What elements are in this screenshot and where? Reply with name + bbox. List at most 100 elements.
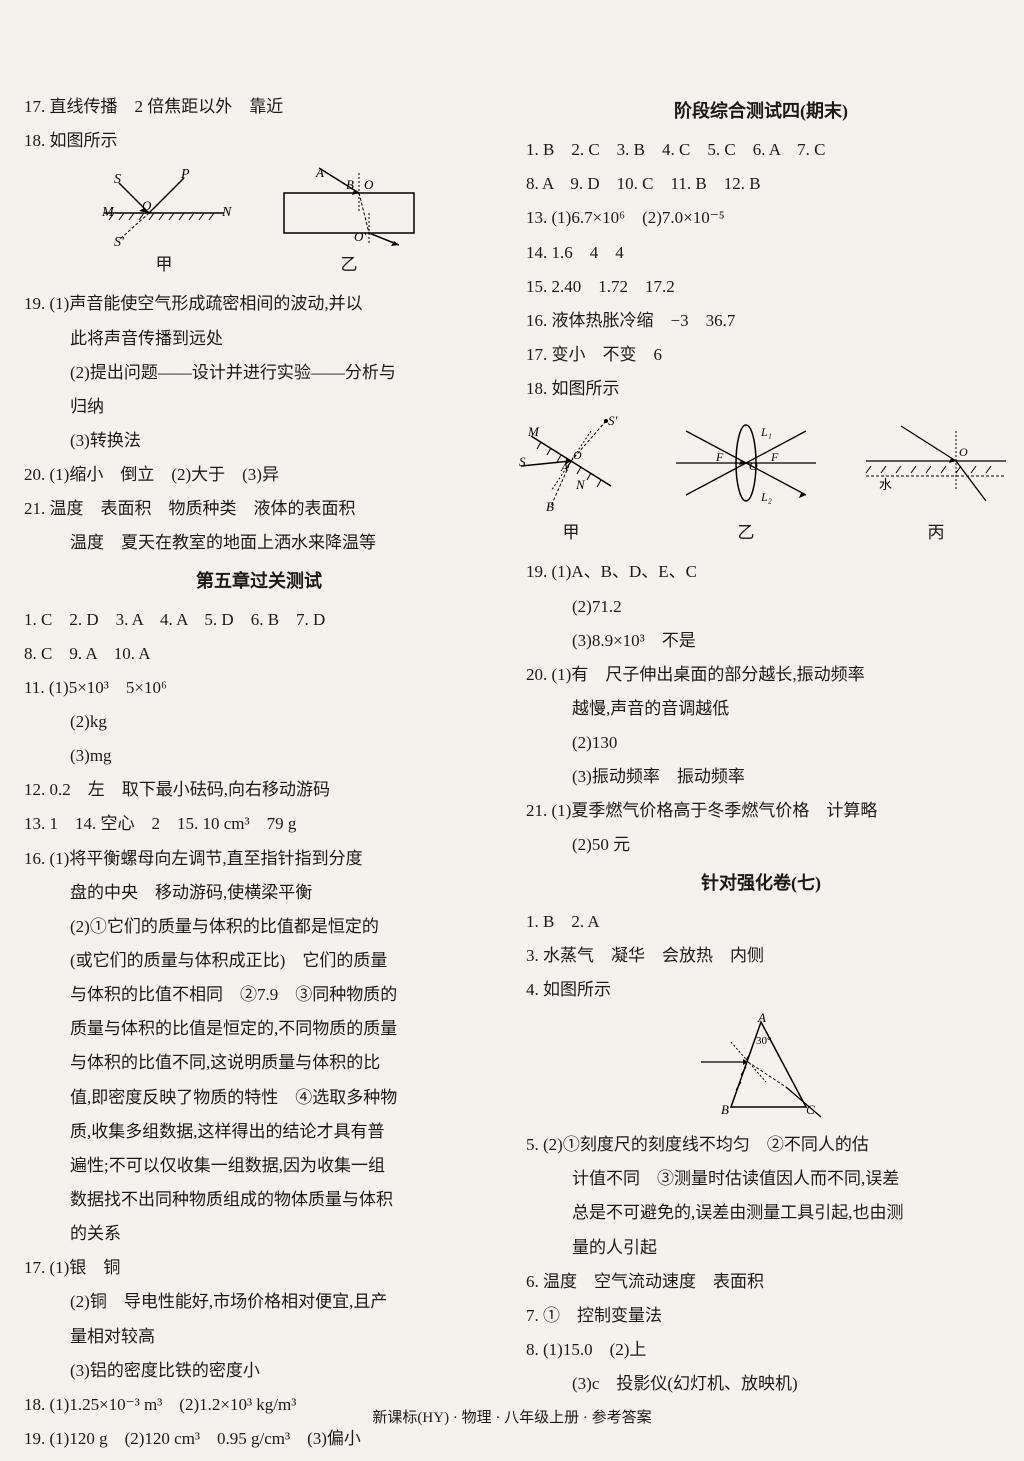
- svg-text:O: O: [573, 448, 582, 462]
- sec7-5b: 计值不同 ③测量时估读值因人而不同,误差: [526, 1162, 996, 1195]
- sec5-16i: 质,收集多组数据,这样得出的结论才具有普: [24, 1115, 494, 1148]
- diagram-jia-r: S S' M A O N B 甲: [511, 411, 631, 549]
- sec7-5a: 5. (2)①刻度尺的刻度线不均匀 ②不同人的估: [526, 1128, 996, 1161]
- sec4-18: 18. 如图所示: [526, 372, 996, 405]
- sec5-16b: 盘的中央 移动游码,使横梁平衡: [24, 876, 494, 909]
- sec4-15: 15. 2.40 1.72 17.2: [526, 270, 996, 303]
- sec4-20c: (2)130: [526, 726, 996, 759]
- sec5-12: 12. 0.2 左 取下最小砝码,向右移动游码: [24, 773, 494, 806]
- q18: 18. 如图所示: [24, 124, 494, 157]
- sec7-8b: (3)c 投影仪(幻灯机、放映机): [526, 1367, 996, 1400]
- svg-text:O': O': [354, 229, 366, 244]
- svg-text:M: M: [101, 205, 115, 220]
- svg-text:N: N: [221, 205, 232, 220]
- water-refraction-icon: O 水: [861, 411, 1011, 516]
- svg-text:O: O: [142, 198, 152, 213]
- lens-diagram-icon: F F O L₁ L₂: [671, 411, 821, 516]
- sec5-17b: (2)铜 导电性能好,市场价格相对便宜,且产: [24, 1285, 494, 1318]
- sec4-19c: (3)8.9×10³ 不是: [526, 624, 996, 657]
- sec4-21a: 21. (1)夏季燃气价格高于冬季燃气价格 计算略: [526, 794, 996, 827]
- sec5-11b: (2)kg: [24, 705, 494, 738]
- svg-text:P: P: [180, 168, 190, 182]
- sec5-16k: 数据找不出同种物质组成的物体质量与体积: [24, 1183, 494, 1216]
- page-container: 17. 直线传播 2 倍焦距以外 靠近 18. 如图所示: [24, 90, 1000, 1390]
- q21-1: 21. 温度 表面积 物质种类 液体的表面积: [24, 492, 494, 525]
- prism-diagram-icon: A B C 30°: [691, 1012, 831, 1122]
- page-footer: 新课标(HY) · 物理 · 八年级上册 · 参考答案: [24, 1404, 1000, 1433]
- sec4-19b: (2)71.2: [526, 590, 996, 623]
- q21-2: 温度 夏天在教室的地面上洒水来降温等: [24, 526, 494, 559]
- diagram-jia: S P O M N S' 甲: [94, 168, 234, 281]
- sec5-16h: 值,即密度反映了物质的特性 ④选取多种物: [24, 1081, 494, 1114]
- sec4-diagrams: S S' M A O N B 甲: [526, 411, 996, 549]
- diagram-yi: A B O O' 乙: [274, 163, 424, 281]
- svg-text:30°: 30°: [756, 1035, 771, 1047]
- sec5-16e: 与体积的比值不相同 ②7.9 ③同种物质的: [24, 978, 494, 1011]
- svg-text:B: B: [546, 499, 554, 514]
- sec4-mc2: 8. A 9. D 10. C 11. B 12. B: [526, 167, 996, 200]
- section-7-title: 针对强化卷(七): [526, 866, 996, 901]
- prism-diagram: A B C 30°: [691, 1012, 831, 1122]
- sec5-16a: 16. (1)将平衡螺母向左调节,直至指针指到分度: [24, 842, 494, 875]
- svg-text:O: O: [749, 459, 758, 473]
- svg-text:O: O: [364, 177, 374, 192]
- q17: 17. 直线传播 2 倍焦距以外 靠近: [24, 90, 494, 123]
- mirror-diagram-icon: S P O M N S': [94, 168, 234, 248]
- diagram-label-jia: 甲: [94, 248, 234, 281]
- sec5-16l: 的关系: [24, 1217, 494, 1250]
- svg-text:C: C: [806, 1102, 815, 1117]
- diagram-label-yi-r: 乙: [671, 516, 821, 549]
- right-column: 阶段综合测试四(期末) 1. B 2. C 3. B 4. C 5. C 6. …: [526, 90, 996, 1390]
- sec4-20d: (3)振动频率 振动频率: [526, 760, 996, 793]
- svg-text:M: M: [527, 424, 540, 439]
- sec5-17a: 17. (1)银 铜: [24, 1251, 494, 1284]
- diagram-bing-r: O 水 丙: [861, 411, 1011, 549]
- sec4-21b: (2)50 元: [526, 828, 996, 861]
- q20: 20. (1)缩小 倒立 (2)大于 (3)异: [24, 458, 494, 491]
- svg-text:B: B: [721, 1102, 729, 1117]
- sec4-13: 13. (1)6.7×10⁶ (2)7.0×10⁻⁵: [526, 201, 996, 234]
- svg-text:A: A: [315, 165, 324, 180]
- section-4-title: 阶段综合测试四(期末): [526, 94, 996, 129]
- sec7-4: 4. 如图所示: [526, 973, 996, 1006]
- svg-text:S: S: [519, 454, 526, 469]
- sec7-5d: 量的人引起: [526, 1231, 996, 1264]
- svg-text:S: S: [114, 172, 121, 187]
- sec5-mc2: 8. C 9. A 10. A: [24, 637, 494, 670]
- svg-text:水: 水: [879, 477, 892, 492]
- sec7-7: 7. ① 控制变量法: [526, 1299, 996, 1332]
- svg-text:F: F: [770, 450, 779, 464]
- sec5-11c: (3)mg: [24, 739, 494, 772]
- left-column: 17. 直线传播 2 倍焦距以外 靠近 18. 如图所示: [24, 90, 494, 1390]
- q18-diagrams: S P O M N S' 甲: [24, 163, 494, 281]
- diagram-label-jia-r: 甲: [511, 516, 631, 549]
- diagram-label-bing-r: 丙: [861, 516, 1011, 549]
- sec4-16: 16. 液体热胀冷缩 −3 36.7: [526, 304, 996, 337]
- sec5-11a: 11. (1)5×10³ 5×10⁶: [24, 671, 494, 704]
- sec4-mc1: 1. B 2. C 3. B 4. C 5. C 6. A 7. C: [526, 133, 996, 166]
- svg-text:B: B: [346, 177, 354, 192]
- diagram-label-yi: 乙: [274, 248, 424, 281]
- sec4-19a: 19. (1)A、B、D、E、C: [526, 555, 996, 588]
- svg-text:S': S': [114, 235, 125, 248]
- svg-text:A: A: [560, 460, 569, 474]
- svg-text:F: F: [715, 450, 724, 464]
- sec7-8a: 8. (1)15.0 (2)上: [526, 1333, 996, 1366]
- q19-2b: 归纳: [24, 390, 494, 423]
- svg-text:O: O: [959, 445, 968, 459]
- sec5-17d: (3)铝的密度比铁的密度小: [24, 1354, 494, 1387]
- sec7-3: 3. 水蒸气 凝华 会放热 内侧: [526, 939, 996, 972]
- reflection-diagram-icon: S S' M A O N B: [511, 411, 631, 516]
- sec5-16f: 质量与体积的比值是恒定的,不同物质的质量: [24, 1012, 494, 1045]
- diagram-yi-r: F F O L₁ L₂ 乙: [671, 411, 821, 549]
- sec5-16g: 与体积的比值不同,这说明质量与体积的比: [24, 1046, 494, 1079]
- q19-2: (2)提出问题——设计并进行实验——分析与: [24, 356, 494, 389]
- sec7-6: 6. 温度 空气流动速度 表面积: [526, 1265, 996, 1298]
- sec5-16d: (或它们的质量与体积成正比) 它们的质量: [24, 944, 494, 977]
- sec4-20b: 越慢,声音的音调越低: [526, 692, 996, 725]
- svg-text:S': S': [608, 413, 618, 428]
- sec4-20a: 20. (1)有 尺子伸出桌面的部分越长,振动频率: [526, 658, 996, 691]
- sec5-13: 13. 1 14. 空心 2 15. 10 cm³ 79 g: [24, 807, 494, 840]
- sec7-mc: 1. B 2. A: [526, 905, 996, 938]
- sec7-5c: 总是不可避免的,误差由测量工具引起,也由测: [526, 1196, 996, 1229]
